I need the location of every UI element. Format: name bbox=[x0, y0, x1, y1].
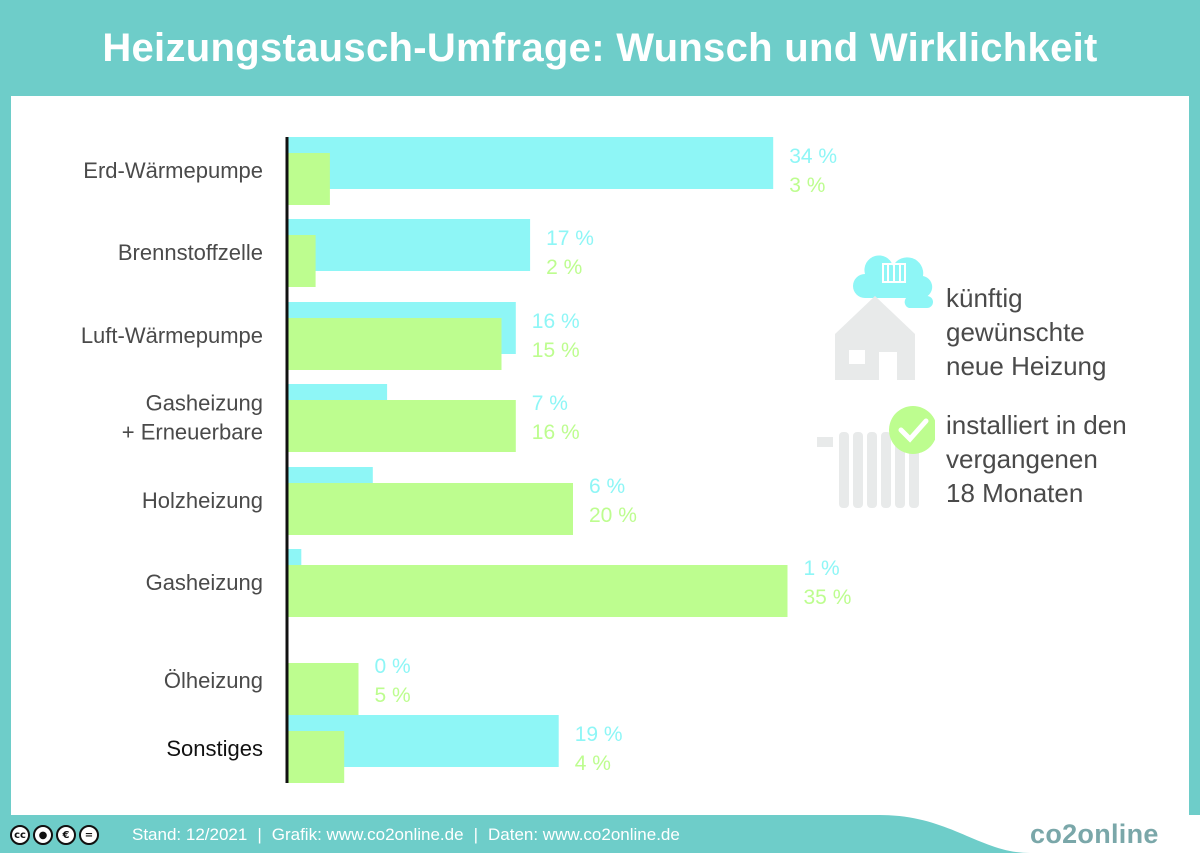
value-label-installed: 3 % bbox=[789, 174, 825, 197]
license-icons: cc ● € = bbox=[10, 825, 99, 845]
category-label: Sonstiges bbox=[166, 736, 263, 761]
value-label-desired: 7 % bbox=[532, 392, 568, 415]
value-label-desired: 34 % bbox=[789, 145, 837, 168]
bar-installed bbox=[287, 565, 788, 617]
category-label: Gasheizung bbox=[146, 570, 263, 595]
value-label-installed: 15 % bbox=[532, 339, 580, 362]
bar-installed bbox=[287, 153, 330, 205]
chart-panel: 34 % 3 % Erd-Wärmepumpe 17 % 2 % Brennstoffze… bbox=[11, 96, 1189, 815]
legend-installed-line3: 18 Monaten bbox=[946, 478, 1084, 508]
bar-installed bbox=[287, 731, 345, 783]
legend-future-line3: neue Heizung bbox=[946, 351, 1107, 381]
legend-future: künftig gewünschte neue Heizung bbox=[946, 281, 1176, 383]
category-label: Holzheizung bbox=[142, 488, 263, 513]
category-label: Erd-Wärmepumpe bbox=[83, 158, 263, 183]
category-label: Ölheizung bbox=[164, 668, 263, 693]
separator: | bbox=[473, 825, 478, 844]
nd-icon: = bbox=[79, 825, 99, 845]
bar-installed bbox=[287, 318, 502, 370]
value-label-desired: 19 % bbox=[575, 723, 623, 746]
bar-installed bbox=[287, 400, 516, 452]
brand-logo: co2online bbox=[1030, 819, 1159, 849]
daten-text: Daten: www.co2online.de bbox=[488, 825, 680, 844]
value-label-installed: 2 % bbox=[546, 256, 582, 279]
cc-icon: cc bbox=[10, 825, 30, 845]
value-label-installed: 5 % bbox=[375, 684, 411, 707]
house-cloud-icon bbox=[835, 255, 933, 380]
footer-wave bbox=[880, 815, 1200, 853]
bar-desired bbox=[287, 137, 774, 189]
chart-title: Heizungstausch-Umfrage: Wunsch und Wirkl… bbox=[102, 25, 1098, 70]
category-label: Brennstoffzelle bbox=[118, 240, 263, 265]
value-label-desired: 0 % bbox=[375, 655, 411, 678]
value-label-desired: 6 % bbox=[589, 475, 625, 498]
bar-installed bbox=[287, 663, 359, 715]
legend-installed-line1: installiert in den bbox=[946, 410, 1127, 440]
bar-installed bbox=[287, 235, 316, 287]
separator: | bbox=[257, 825, 262, 844]
credits: Stand: 12/2021 | Grafik: www.co2online.d… bbox=[132, 825, 680, 845]
stand-text: Stand: 12/2021 bbox=[132, 825, 248, 844]
category-label: Gasheizung bbox=[146, 391, 263, 416]
category-label: Luft-Wärmepumpe bbox=[81, 323, 263, 348]
nc-icon: € bbox=[56, 825, 76, 845]
legend-future-line1: künftig bbox=[946, 283, 1023, 313]
radiator-check-icon bbox=[817, 406, 935, 508]
value-label-installed: 20 % bbox=[589, 504, 637, 527]
legend-installed-line2: vergangenen bbox=[946, 444, 1098, 474]
value-label-installed: 35 % bbox=[804, 586, 852, 609]
category-label: + Erneuerbare bbox=[122, 420, 263, 445]
footer: cc ● € = Stand: 12/2021 | Grafik: www.co… bbox=[0, 815, 1200, 853]
bar-installed bbox=[287, 483, 573, 535]
legend-future-line2: gewünschte bbox=[946, 317, 1085, 347]
value-label-desired: 1 % bbox=[804, 557, 840, 580]
by-icon: ● bbox=[33, 825, 53, 845]
grafik-text: Grafik: www.co2online.de bbox=[271, 825, 464, 844]
legend-installed: installiert in den vergangenen 18 Monate… bbox=[946, 408, 1176, 510]
value-label-installed: 16 % bbox=[532, 421, 580, 444]
value-label-installed: 4 % bbox=[575, 752, 611, 775]
bar-desired bbox=[287, 219, 531, 271]
value-label-desired: 17 % bbox=[546, 227, 594, 250]
bar-chart: 34 % 3 % Erd-Wärmepumpe 17 % 2 % Brennstoffze… bbox=[81, 137, 852, 783]
value-label-desired: 16 % bbox=[532, 310, 580, 333]
